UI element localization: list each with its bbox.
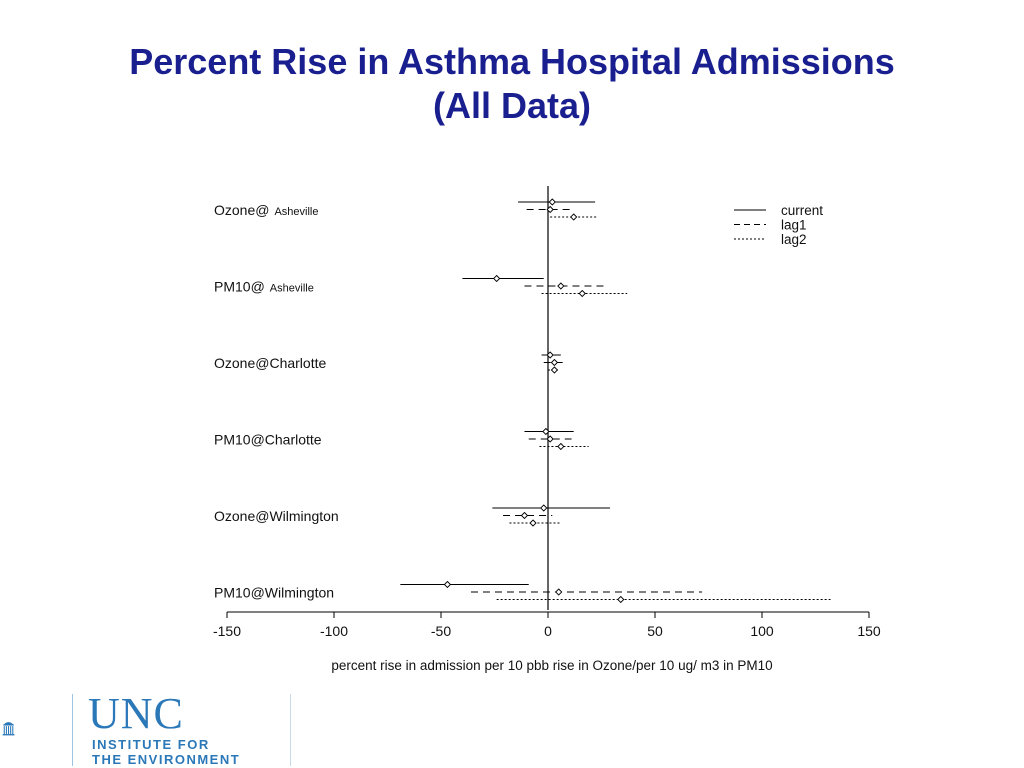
forest-plot: -150 -100 -50 0 50 100 150 percent rise in admi… bbox=[213, 186, 881, 673]
x-tick-label: -100 bbox=[320, 623, 348, 639]
group-label-site: Asheville bbox=[274, 206, 318, 218]
old-well-icon bbox=[2, 722, 15, 736]
x-tick-label: 150 bbox=[857, 623, 881, 639]
point-estimate-lag1 bbox=[550, 358, 559, 367]
point-estimate-current bbox=[443, 580, 452, 589]
point-estimate-current bbox=[546, 351, 554, 359]
group-label: PM10@ bbox=[214, 279, 265, 295]
point-estimate-current bbox=[540, 504, 548, 512]
point-estimate-current bbox=[542, 427, 550, 436]
group-label: PM10@Wilmington bbox=[214, 585, 334, 601]
x-tick-label: -50 bbox=[431, 623, 451, 639]
logo-divider bbox=[72, 694, 73, 766]
point-estimate-current bbox=[548, 198, 556, 206]
point-estimate-lag1 bbox=[555, 588, 563, 596]
x-tick-label: -150 bbox=[213, 623, 241, 639]
point-estimate-lag1 bbox=[520, 511, 529, 520]
title-line-1: Percent Rise in Asthma Hospital Admissio… bbox=[129, 41, 895, 82]
logo-subtitle-2: THE ENVIRONMENT bbox=[92, 752, 241, 767]
x-tick-label: 0 bbox=[544, 623, 552, 639]
unc-wordmark: UNC bbox=[88, 689, 184, 738]
group-label: Ozone@Wilmington bbox=[214, 508, 339, 524]
group-label-site: Asheville bbox=[270, 283, 314, 295]
forest-plot-panel: -150 -100 -50 0 50 100 150 percent rise in admi… bbox=[112, 128, 940, 688]
point-estimate-lag2 bbox=[529, 519, 537, 527]
point-estimate-lag2 bbox=[617, 595, 625, 604]
group-label: Ozone@ bbox=[214, 202, 269, 218]
point-estimate-lag1 bbox=[546, 435, 554, 443]
logo-subtitle-1: INSTITUTE FOR bbox=[92, 737, 210, 752]
group-label: PM10@Charlotte bbox=[214, 432, 322, 448]
x-axis-label: percent rise in admission per 10 pbb ris… bbox=[331, 658, 772, 673]
point-estimate-current bbox=[493, 274, 501, 283]
point-estimate-lag2 bbox=[578, 289, 586, 298]
point-estimate-lag2 bbox=[570, 213, 578, 221]
point-estimate-lag1 bbox=[546, 205, 554, 214]
x-tick-label: 100 bbox=[750, 623, 774, 639]
group-label: Ozone@Charlotte bbox=[214, 355, 326, 371]
logo-divider-right bbox=[290, 694, 291, 766]
x-tick-label: 50 bbox=[647, 623, 663, 639]
slide-title: Percent Rise in Asthma Hospital Admissio… bbox=[0, 40, 1024, 128]
point-estimate-lag2 bbox=[557, 442, 565, 451]
point-estimate-lag1 bbox=[557, 282, 565, 290]
title-line-2: (All Data) bbox=[432, 85, 591, 126]
legend-label-current: current bbox=[781, 203, 823, 218]
point-estimate-lag2 bbox=[550, 366, 559, 374]
legend-label-lag1: lag1 bbox=[781, 218, 807, 233]
legend-label-lag2: lag2 bbox=[781, 232, 807, 247]
